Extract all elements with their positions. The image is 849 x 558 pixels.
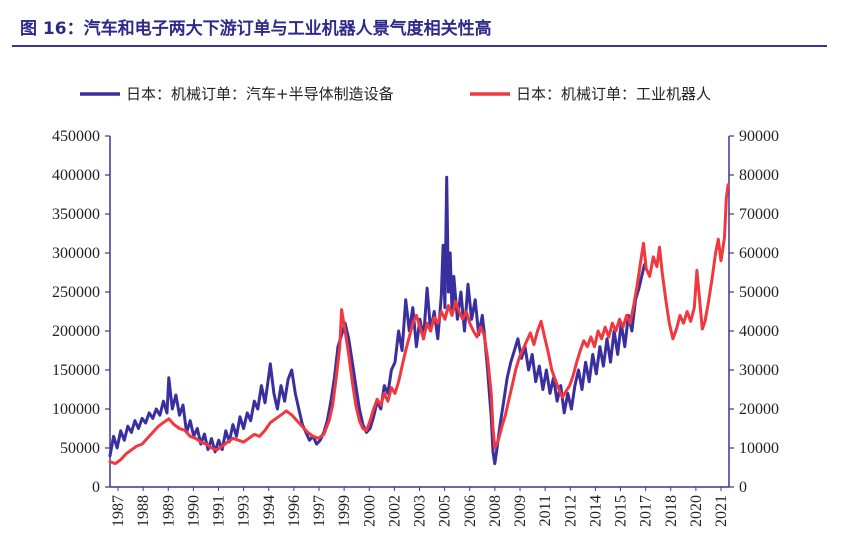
right-y-tick-label: 20000 xyxy=(739,401,779,418)
legend-label-1: 日本：机械订单：汽车+半导体制造设备 xyxy=(126,85,394,103)
x-tick-label: 1990 xyxy=(185,495,202,527)
x-tick-label: 1996 xyxy=(286,495,303,527)
x-tick-label: 2008 xyxy=(487,495,504,527)
x-tick-label: 2005 xyxy=(437,495,454,527)
x-tick-label: 1987 xyxy=(110,495,127,527)
chart-series xyxy=(108,175,730,466)
right-y-tick-label: 80000 xyxy=(739,167,779,184)
left-y-tick-label: 0 xyxy=(92,479,100,496)
x-tick-label: 1988 xyxy=(135,495,152,527)
x-tick-label: 2009 xyxy=(512,495,529,527)
x-tick-label: 2020 xyxy=(688,495,705,527)
x-tick-label: 2011 xyxy=(537,495,554,526)
left-y-tick-label: 250000 xyxy=(52,284,100,301)
x-tick-label: 1997 xyxy=(311,495,328,527)
left-y-tick-label: 400000 xyxy=(52,167,100,184)
left-y-tick-label: 300000 xyxy=(52,245,100,262)
right-y-tick-label: 90000 xyxy=(739,128,779,145)
x-tick-label: 2006 xyxy=(462,495,479,527)
left-y-tick-label: 350000 xyxy=(52,206,100,223)
left-y-tick-label: 100000 xyxy=(52,401,100,418)
left-y-tick-label: 150000 xyxy=(52,362,100,379)
left-y-tick-label: 50000 xyxy=(60,440,100,457)
x-tick-label: 1994 xyxy=(261,495,278,527)
x-tick-label: 2002 xyxy=(386,495,403,527)
right-y-tick-label: 60000 xyxy=(739,245,779,262)
series-line-2 xyxy=(108,183,730,466)
x-tick-label: 2000 xyxy=(361,495,378,527)
x-tick-label: 2003 xyxy=(412,495,429,527)
x-tick-label: 1999 xyxy=(336,495,353,527)
right-y-tick-label: 50000 xyxy=(739,284,779,301)
left-y-tick-label: 200000 xyxy=(52,323,100,340)
left-y-tick-label: 450000 xyxy=(52,128,100,145)
right-y-tick-label: 70000 xyxy=(739,206,779,223)
chart-legend: 日本：机械订单：汽车+半导体制造设备 日本：机械订单：工业机器人 xyxy=(80,85,711,103)
figure-title: 图 16：汽车和电子两大下游订单与工业机器人景气度相关性高 xyxy=(20,19,492,39)
series-line-1 xyxy=(108,175,646,466)
x-tick-label: 2015 xyxy=(613,495,630,527)
right-y-tick-label: 30000 xyxy=(739,362,779,379)
x-tick-label: 2018 xyxy=(663,495,680,527)
right-y-tick-label: 40000 xyxy=(739,323,779,340)
x-tick-label: 1993 xyxy=(236,495,253,527)
right-y-tick-label: 10000 xyxy=(739,440,779,457)
x-tick-label: 2014 xyxy=(587,495,604,527)
x-tick-label: 2021 xyxy=(713,495,730,527)
x-tick-label: 1989 xyxy=(160,495,177,527)
title-divider xyxy=(12,45,827,47)
x-tick-label: 2017 xyxy=(638,495,655,527)
legend-label-2: 日本：机械订单：工业机器人 xyxy=(516,85,711,103)
right-y-tick-label: 0 xyxy=(739,479,747,496)
x-tick-label: 2012 xyxy=(562,495,579,527)
x-tick-label: 1991 xyxy=(211,495,228,527)
chart-axes: 0500001000001500002000002500003000003500… xyxy=(52,128,779,527)
